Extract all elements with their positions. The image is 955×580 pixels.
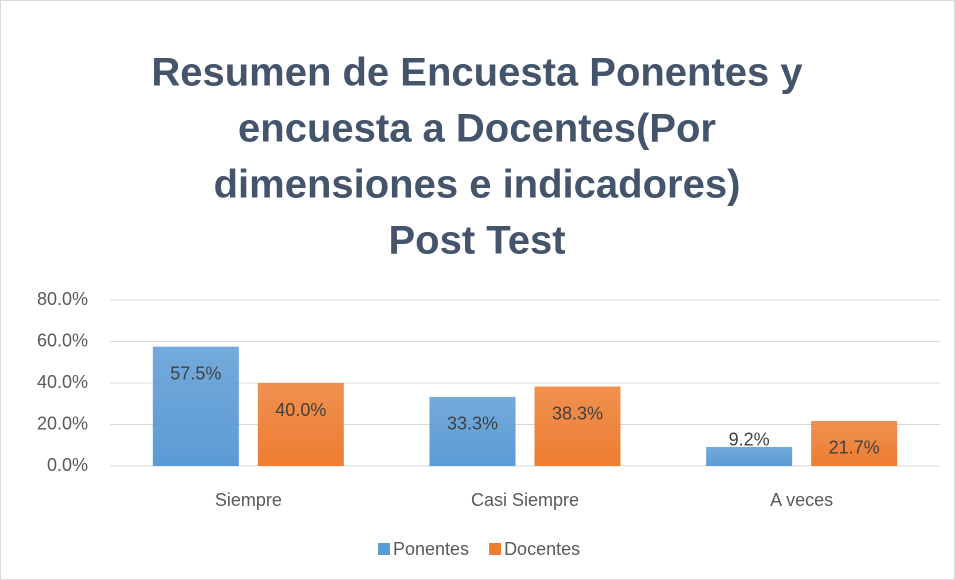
y-tick-label: 40.0% xyxy=(37,372,88,392)
y-tick-label: 0.0% xyxy=(47,455,88,475)
y-tick-label: 80.0% xyxy=(37,289,88,309)
y-tick-label: 20.0% xyxy=(37,413,88,433)
data-label: 9.2% xyxy=(729,430,770,450)
legend-swatch xyxy=(489,543,502,555)
x-tick-label: Casi Siempre xyxy=(471,490,579,510)
bar xyxy=(429,396,516,466)
legend-label: Ponentes xyxy=(393,539,469,559)
data-label: 21.7% xyxy=(829,438,880,458)
legend-swatch xyxy=(378,543,390,555)
x-tick-label: Siempre xyxy=(215,490,282,510)
bar xyxy=(706,446,793,466)
bar xyxy=(257,383,344,466)
data-label: 38.3% xyxy=(552,403,603,423)
bar xyxy=(811,420,898,466)
data-label: 33.3% xyxy=(447,414,498,434)
chart-title: Post Test xyxy=(388,219,565,263)
bar xyxy=(152,346,239,466)
legend-label: Docentes xyxy=(504,539,580,559)
chart-title: dimensiones e indicadores) xyxy=(214,163,741,207)
y-tick-label: 60.0% xyxy=(37,330,88,350)
chart-title: encuesta a Docentes(Por xyxy=(238,107,716,151)
x-tick-label: A veces xyxy=(770,490,833,510)
data-label: 40.0% xyxy=(275,400,326,420)
data-label: 57.5% xyxy=(170,363,221,383)
chart-title: Resumen de Encuesta Ponentes y xyxy=(151,51,803,95)
bar xyxy=(534,386,621,466)
